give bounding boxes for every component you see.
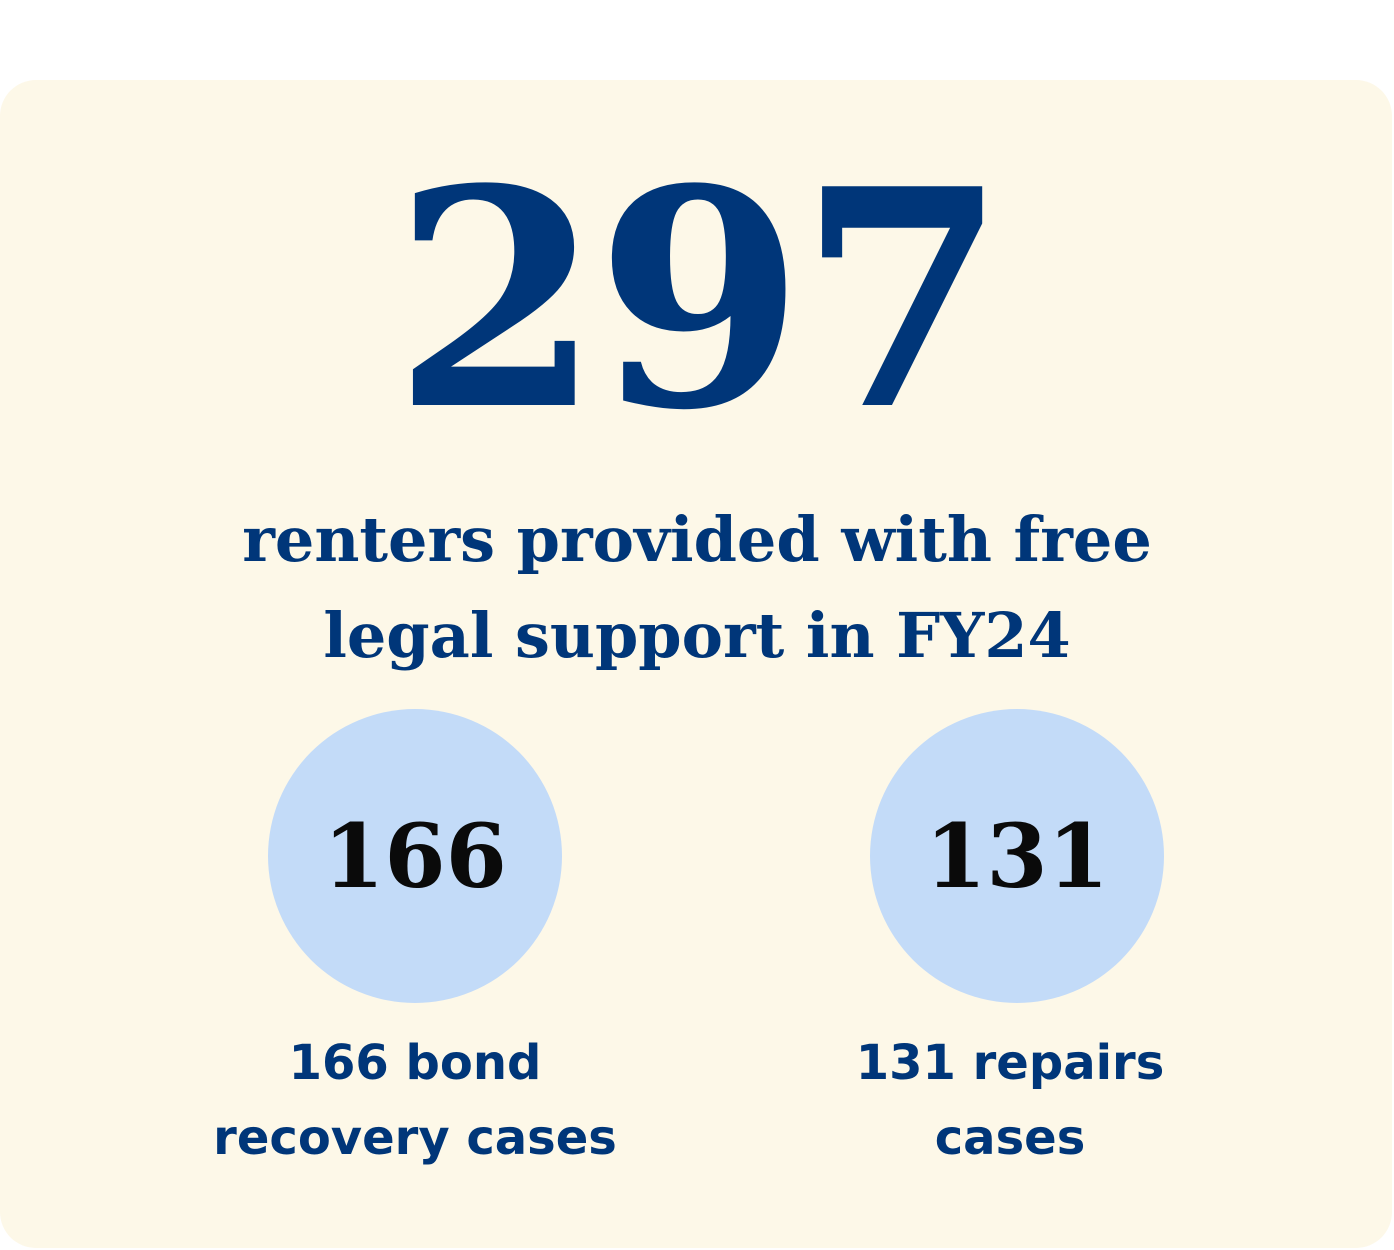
total-renters-number: 297 bbox=[392, 123, 1007, 476]
bond-caption-line-2: recovery cases bbox=[213, 1110, 617, 1166]
headline-text: renters provided with free legal support… bbox=[0, 492, 1394, 684]
repairs-cases-value: 131 bbox=[925, 804, 1109, 908]
bond-caption-line-1: 166 bond bbox=[288, 1035, 542, 1091]
headline-line-2: legal support in FY24 bbox=[323, 599, 1071, 672]
bond-cases-circle: 166 bbox=[268, 709, 562, 1003]
repairs-cases-circle: 131 bbox=[870, 709, 1164, 1003]
stat-card bbox=[0, 80, 1392, 1248]
repairs-caption-line-1: 131 repairs bbox=[855, 1035, 1165, 1091]
bond-cases-value: 166 bbox=[323, 804, 507, 908]
repairs-cases-caption: 131 repairs cases bbox=[750, 1026, 1270, 1176]
headline-line-1: renters provided with free bbox=[242, 503, 1152, 576]
bond-cases-caption: 166 bond recovery cases bbox=[155, 1026, 675, 1176]
repairs-caption-line-2: cases bbox=[934, 1110, 1086, 1166]
